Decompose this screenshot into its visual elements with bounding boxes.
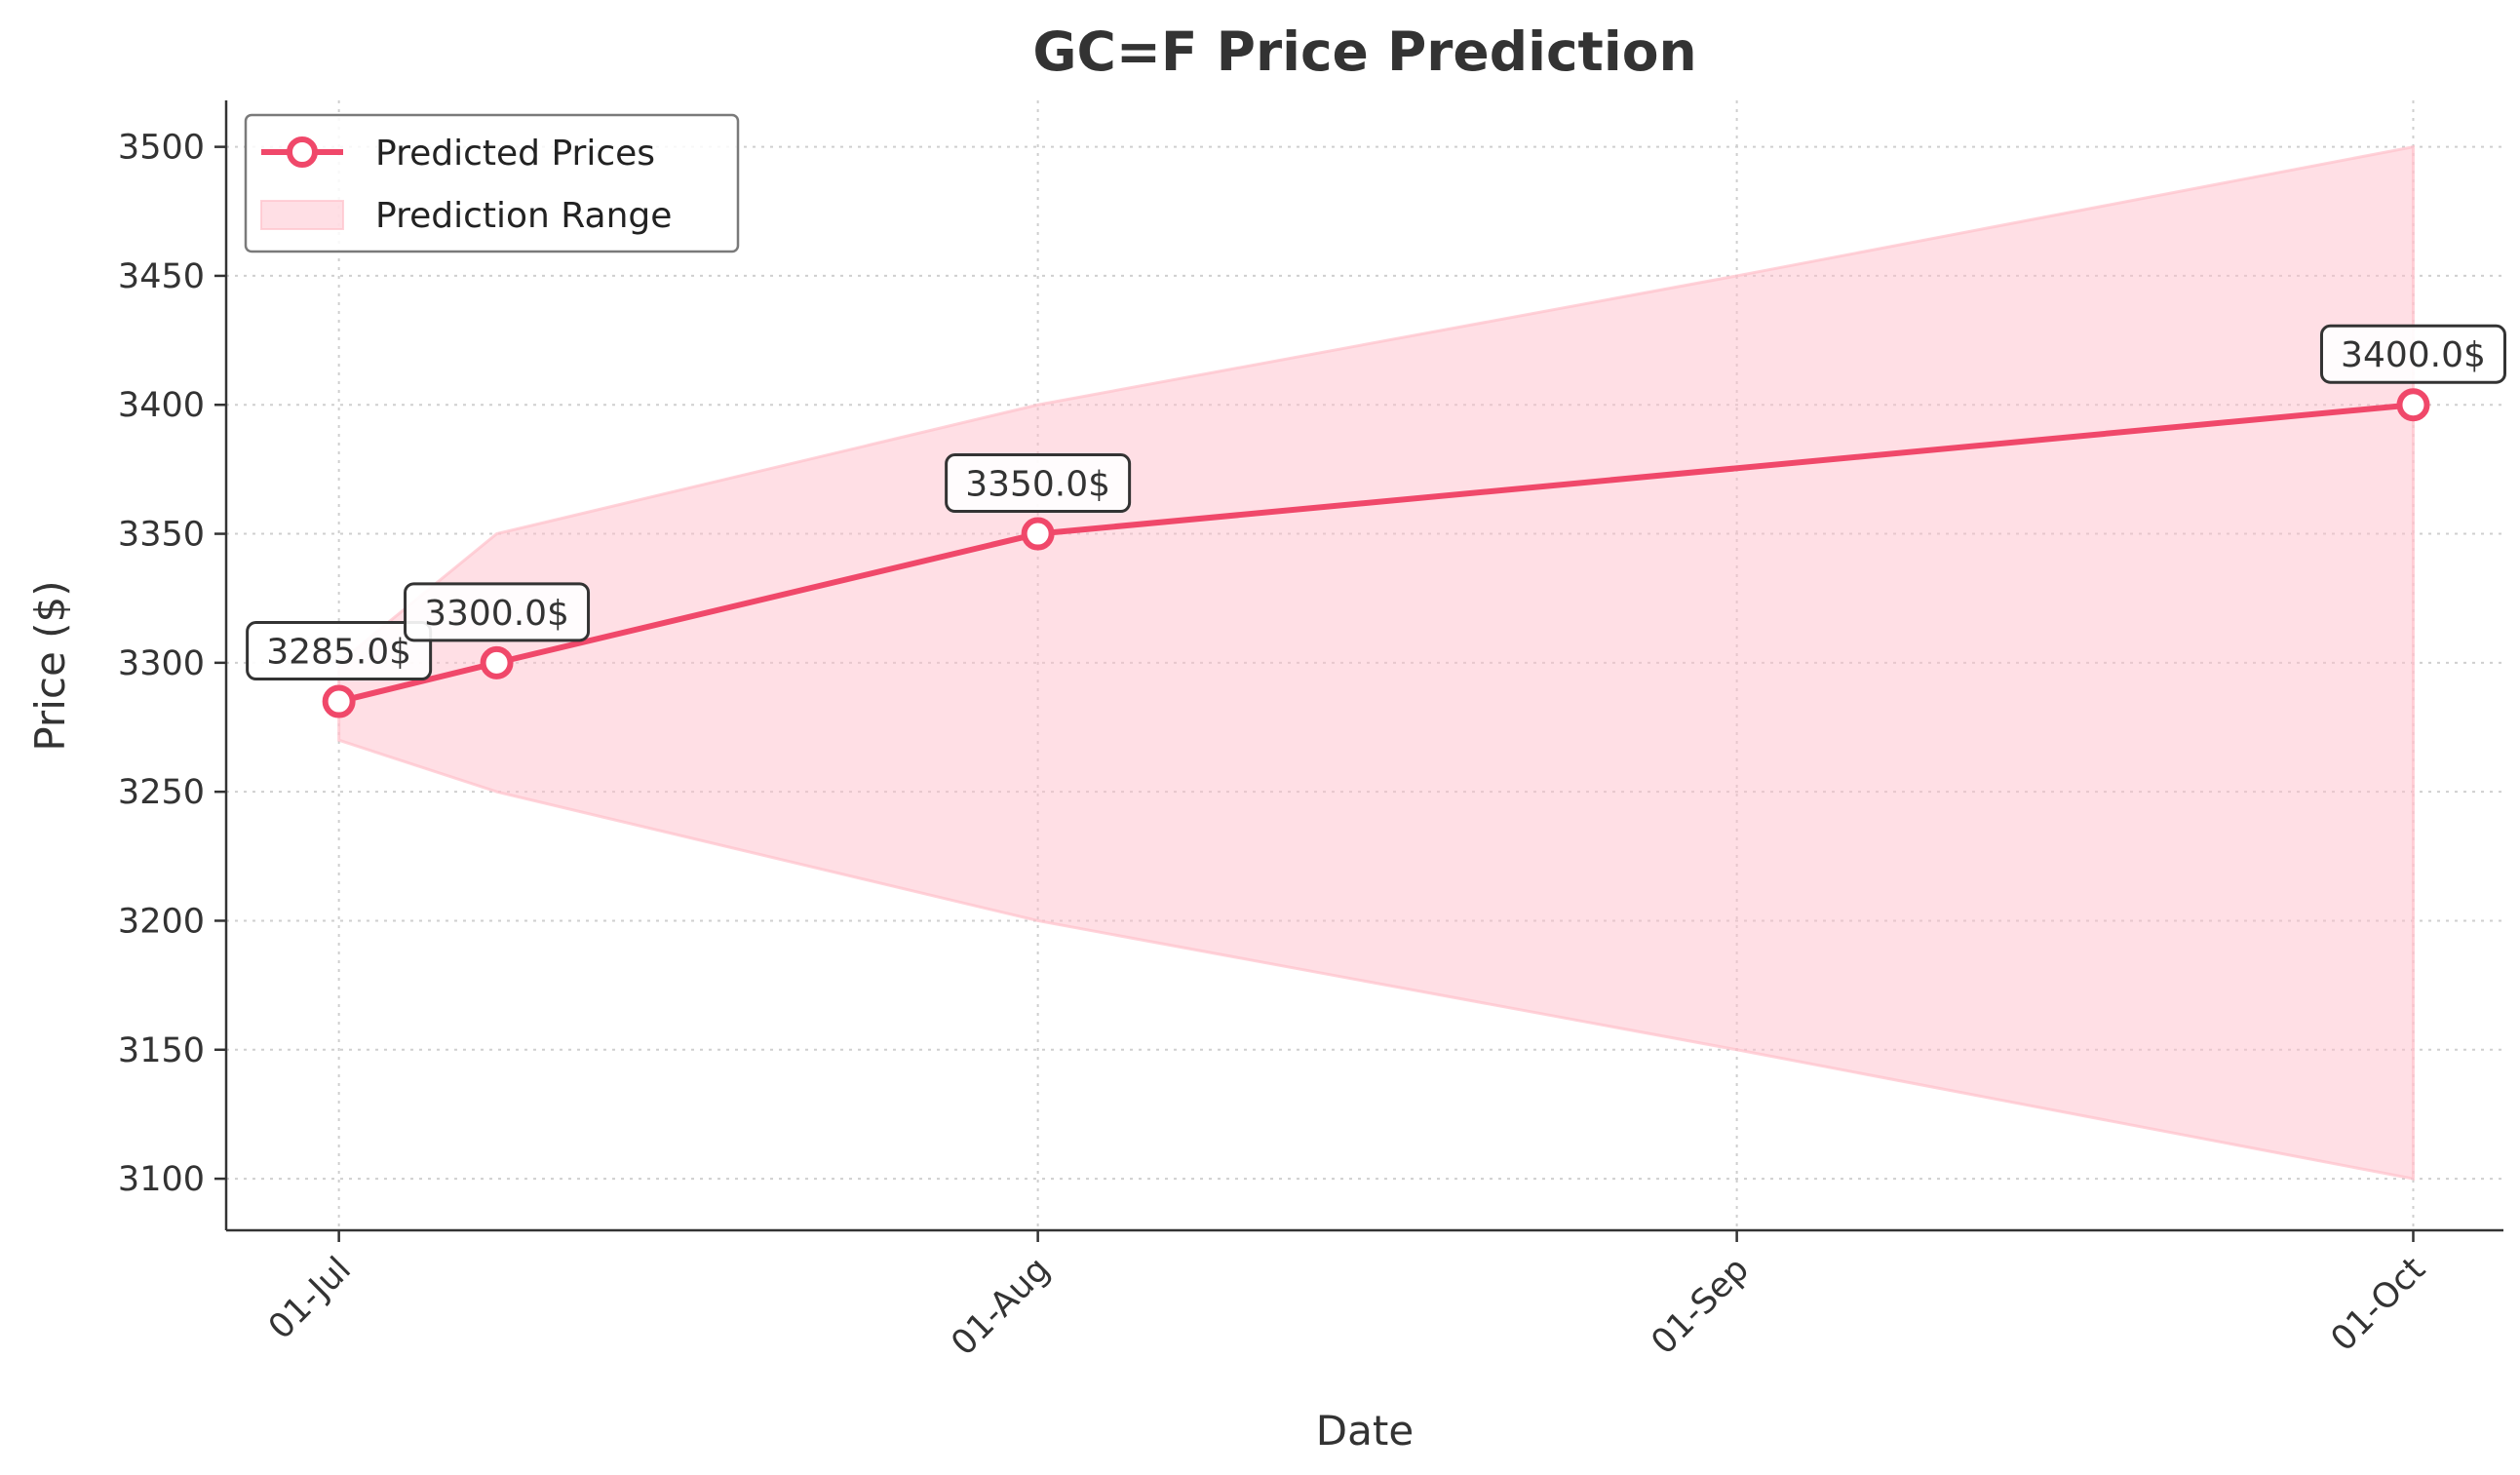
legend-box	[244, 113, 740, 253]
data-label-box	[2319, 324, 2506, 384]
data-label-box	[246, 621, 433, 681]
data-label: 3350.0$	[945, 453, 1132, 514]
y-axis-label: Price ($)	[26, 580, 74, 751]
predicted-price-point	[2396, 388, 2430, 422]
data-label-text: 3350.0$	[965, 465, 1110, 505]
data-label-text: 3400.0$	[2341, 335, 2486, 375]
y-tick-label: 3200	[118, 902, 205, 941]
legend: Predicted Prices Prediction Range	[244, 113, 740, 253]
y-tick-label: 3350	[118, 516, 205, 555]
axes	[214, 100, 2503, 1242]
data-label-text: 3285.0$	[266, 633, 411, 673]
predicted-price-point	[1021, 517, 1055, 551]
data-label: 3285.0$	[246, 621, 433, 681]
data-label: 3400.0$	[2319, 324, 2506, 384]
data-labels: 3285.0$ 3300.0$ 3350.0$ 3400.0$	[246, 324, 2506, 681]
prediction-range-band	[337, 144, 2415, 1181]
legend-label: Prediction Range	[375, 196, 672, 236]
predicted-prices-line	[337, 402, 2414, 705]
data-label-box	[404, 582, 591, 642]
y-tick-label: 3300	[118, 644, 205, 683]
data-label-box	[945, 453, 1132, 514]
prediction-range-area	[337, 144, 2415, 1181]
x-axis-label: Date	[1316, 1407, 1414, 1455]
legend-marker-swatch	[287, 136, 318, 168]
predicted-price-point	[322, 684, 356, 718]
legend-label: Predicted Prices	[375, 134, 655, 174]
y-tick-label: 3150	[118, 1031, 205, 1070]
legend-area-swatch	[260, 200, 344, 230]
y-tick-label: 3500	[118, 129, 205, 168]
predicted-prices-series	[322, 388, 2430, 718]
data-label-text: 3300.0$	[424, 594, 569, 634]
y-tick-label: 3450	[118, 257, 205, 296]
y-tick-label: 3250	[118, 773, 205, 812]
y-tick-label: 3100	[118, 1160, 205, 1199]
y-tick-label: 3400	[118, 386, 205, 425]
predicted-price-point	[480, 645, 514, 679]
data-label: 3300.0$	[404, 582, 591, 642]
chart-title: GC=F Price Prediction	[1032, 20, 1696, 83]
